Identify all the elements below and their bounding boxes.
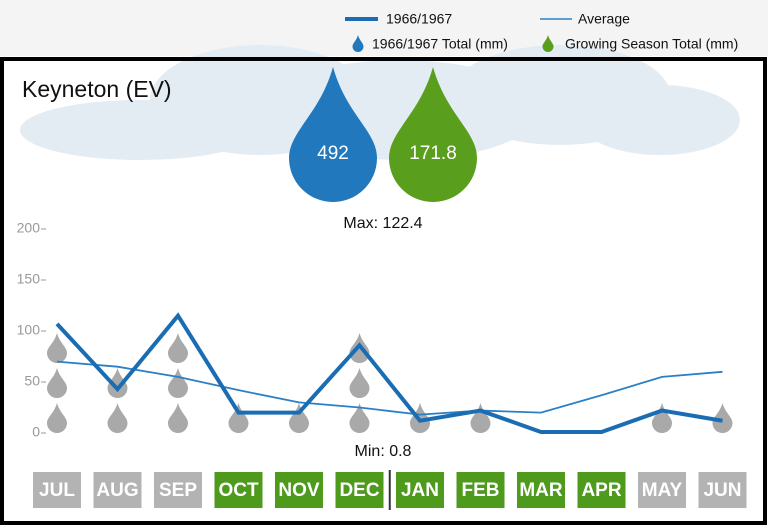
x-tick-label: MAR — [519, 480, 563, 501]
x-tick-label: OCT — [218, 480, 259, 501]
rain-drop — [47, 333, 67, 363]
rain-drop — [349, 403, 370, 433]
total-drop — [289, 67, 377, 202]
x-tick-label: APR — [581, 480, 621, 501]
max-label: Max: 122.4 — [343, 215, 422, 232]
x-tick-label: JUN — [703, 480, 741, 501]
month-box — [456, 472, 505, 508]
legend-label: Growing Season Total (mm) — [565, 36, 738, 52]
rain-drop — [228, 403, 249, 433]
rain-drop — [47, 403, 67, 433]
chart-title: Keyneton (EV) — [22, 76, 172, 102]
rain-drop — [47, 368, 67, 398]
month-box — [577, 472, 626, 508]
total-value: 492 — [317, 143, 349, 164]
month-box — [154, 472, 202, 508]
month-box — [638, 472, 686, 508]
month-box — [275, 472, 323, 508]
rain-drop — [107, 403, 128, 433]
month-box — [335, 472, 384, 508]
min-label: Min: 0.8 — [355, 443, 412, 460]
y-tick-label: 100 — [17, 322, 41, 338]
x-tick-label: JAN — [401, 480, 439, 501]
rain-drop — [168, 368, 188, 398]
month-box — [93, 472, 142, 508]
x-tick-label: DEC — [339, 480, 379, 501]
rain-drop — [107, 368, 128, 398]
month-box — [517, 472, 565, 508]
x-tick-label: AUG — [96, 480, 138, 501]
x-tick-label: MAY — [642, 480, 683, 501]
series-line — [55, 312, 723, 434]
rain-drop — [289, 403, 309, 433]
month-box — [396, 472, 444, 508]
legend-label: Average — [578, 11, 630, 27]
series-line — [56, 360, 723, 416]
x-tick-label: JUL — [39, 480, 75, 501]
rain-drop — [712, 403, 733, 433]
y-tick-label: 50 — [24, 373, 40, 389]
x-tick-label: NOV — [278, 480, 320, 501]
rain-drop — [168, 403, 188, 433]
y-tick-label: 150 — [17, 271, 41, 287]
legend-background — [0, 0, 768, 56]
x-tick-label: FEB — [462, 480, 500, 501]
month-box — [33, 472, 81, 508]
legend-drop — [352, 35, 364, 53]
rain-drop — [168, 333, 188, 363]
legend-label: 1966/1967 Total (mm) — [372, 36, 508, 52]
month-box — [214, 472, 263, 508]
total-drop — [389, 67, 477, 202]
total-value: 171.8 — [409, 143, 457, 164]
legend-drop — [542, 35, 554, 53]
frame — [0, 57, 767, 525]
x-tick-label: SEP — [159, 480, 197, 501]
legend-label: 1966/1967 — [386, 11, 452, 27]
rain-drop — [652, 403, 672, 433]
month-box — [698, 472, 747, 508]
y-tick-label: 200 — [17, 220, 41, 236]
y-tick-label: 0 — [32, 424, 40, 440]
rain-drop — [470, 403, 491, 433]
rain-drop — [349, 368, 370, 398]
cloud — [20, 45, 740, 160]
